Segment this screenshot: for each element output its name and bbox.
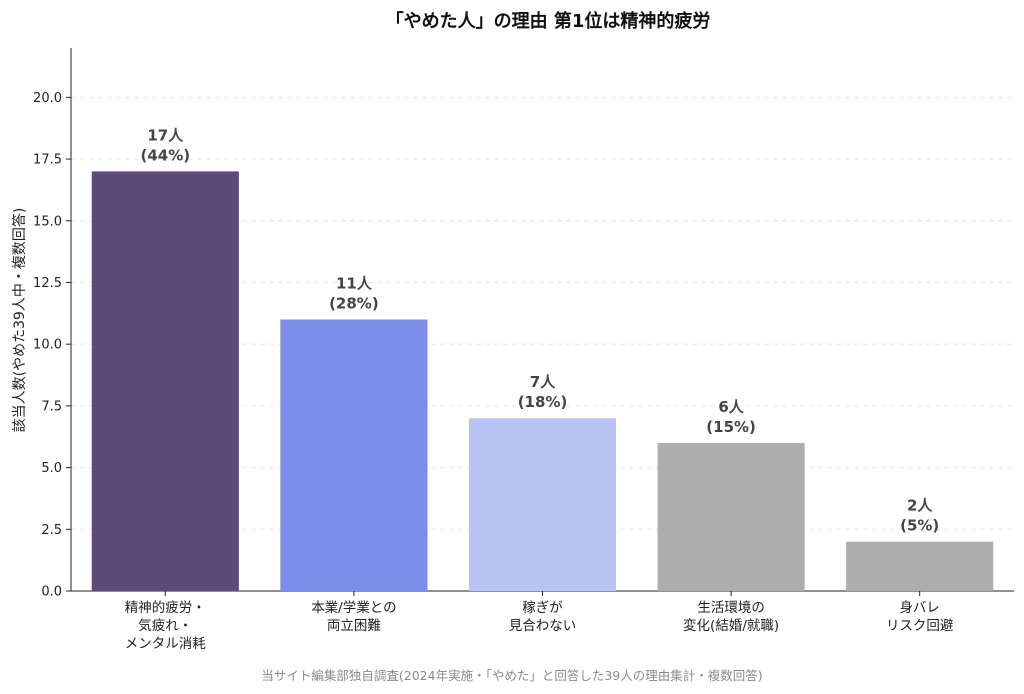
y-axis-label: 該当人数(やめた39人中・複数回答) — [11, 208, 28, 433]
y-tick-label: 20.0 — [33, 91, 62, 106]
y-tick-label: 12.5 — [33, 276, 62, 291]
x-tick-label: 身バレ — [899, 600, 940, 616]
x-tick-label: 稼ぎが — [522, 600, 563, 616]
x-tick-label: 生活環境の — [697, 600, 765, 616]
bar — [91, 171, 239, 591]
y-tick-label: 15.0 — [33, 214, 62, 229]
bar — [846, 541, 994, 591]
x-tick-label: 変化(結婚/就職) — [683, 617, 779, 634]
source-note: 当サイト編集部独自調査(2024年実施・「やめた」と回答した39人の理由集計・複… — [261, 668, 762, 683]
x-tick-label: メンタル消耗 — [125, 636, 206, 652]
y-tick-label: 10.0 — [33, 338, 62, 353]
chart-title: 「やめた人」の理由 第1位は精神的疲労 — [386, 10, 711, 32]
x-tick-label: 本業/学業との — [311, 600, 396, 616]
y-tick-label: 17.5 — [33, 153, 62, 168]
data-label-count: 2人 — [907, 497, 933, 515]
data-label-percent: (5%) — [900, 517, 939, 535]
y-tick-label: 0.0 — [41, 585, 62, 600]
y-tick-label: 5.0 — [41, 461, 62, 476]
bars — [91, 171, 994, 591]
bar — [280, 319, 428, 591]
data-label-percent: (15%) — [706, 418, 756, 436]
x-tick-label: リスク回避 — [886, 618, 954, 634]
x-tick-label: 両立困難 — [327, 618, 381, 634]
y-tick-label: 7.5 — [41, 399, 62, 414]
y-axis: 0.0 2.5 5.0 7.5 10.0 12.5 15.0 17.5 20.0 — [33, 48, 72, 600]
x-tick-label: 気疲れ・ — [138, 617, 192, 634]
x-tick-label: 見合わない — [509, 618, 577, 634]
data-label-percent: (44%) — [140, 146, 190, 164]
data-label-percent: (28%) — [329, 295, 379, 313]
bar — [468, 418, 617, 591]
data-label-count: 6人 — [718, 398, 744, 416]
bar — [657, 442, 805, 591]
data-label-percent: (18%) — [518, 393, 568, 411]
data-label-count: 11人 — [336, 275, 373, 293]
y-tick-label: 2.5 — [41, 523, 62, 538]
data-labels: 17人 (44%) 11人 (28%) 7人 (18%) 6人 (15%) 2人 (5%) — [140, 126, 939, 534]
data-label-count: 7人 — [530, 373, 556, 391]
data-label-count: 17人 — [147, 126, 184, 144]
x-tick-label: 精神的疲労・ — [125, 599, 206, 616]
